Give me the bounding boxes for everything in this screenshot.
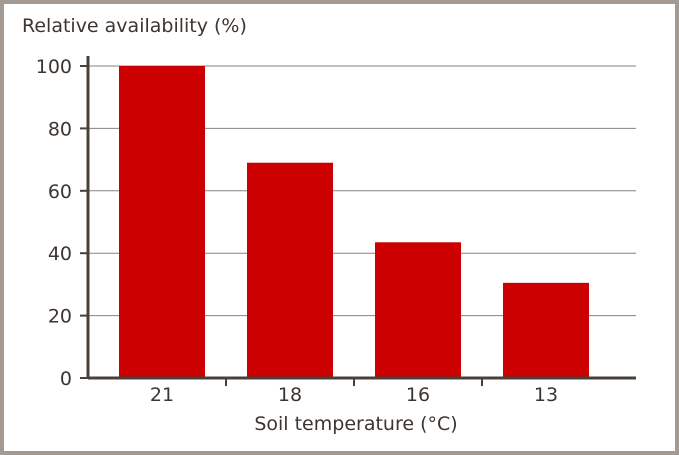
y-tick-label-40: 40: [48, 243, 72, 265]
x-axis-label: Soil temperature (°C): [254, 413, 458, 435]
x-tick-label-18: 18: [278, 384, 302, 406]
y-tick-label-60: 60: [48, 181, 72, 203]
y-tick-label-20: 20: [48, 306, 72, 328]
y-tick-label-100: 100: [36, 56, 72, 78]
x-tick-label-13: 13: [534, 384, 558, 406]
bar-18: [247, 162, 333, 378]
y-tick-label-80: 80: [48, 118, 72, 140]
bar-16: [375, 242, 461, 378]
y-tick-label-0: 0: [60, 368, 72, 390]
x-tick-label-16: 16: [406, 384, 430, 406]
y-axis-label: Relative availability (%): [22, 15, 247, 37]
x-tick-label-21: 21: [150, 384, 174, 406]
bar-13: [503, 282, 589, 378]
bar-21: [119, 66, 205, 378]
